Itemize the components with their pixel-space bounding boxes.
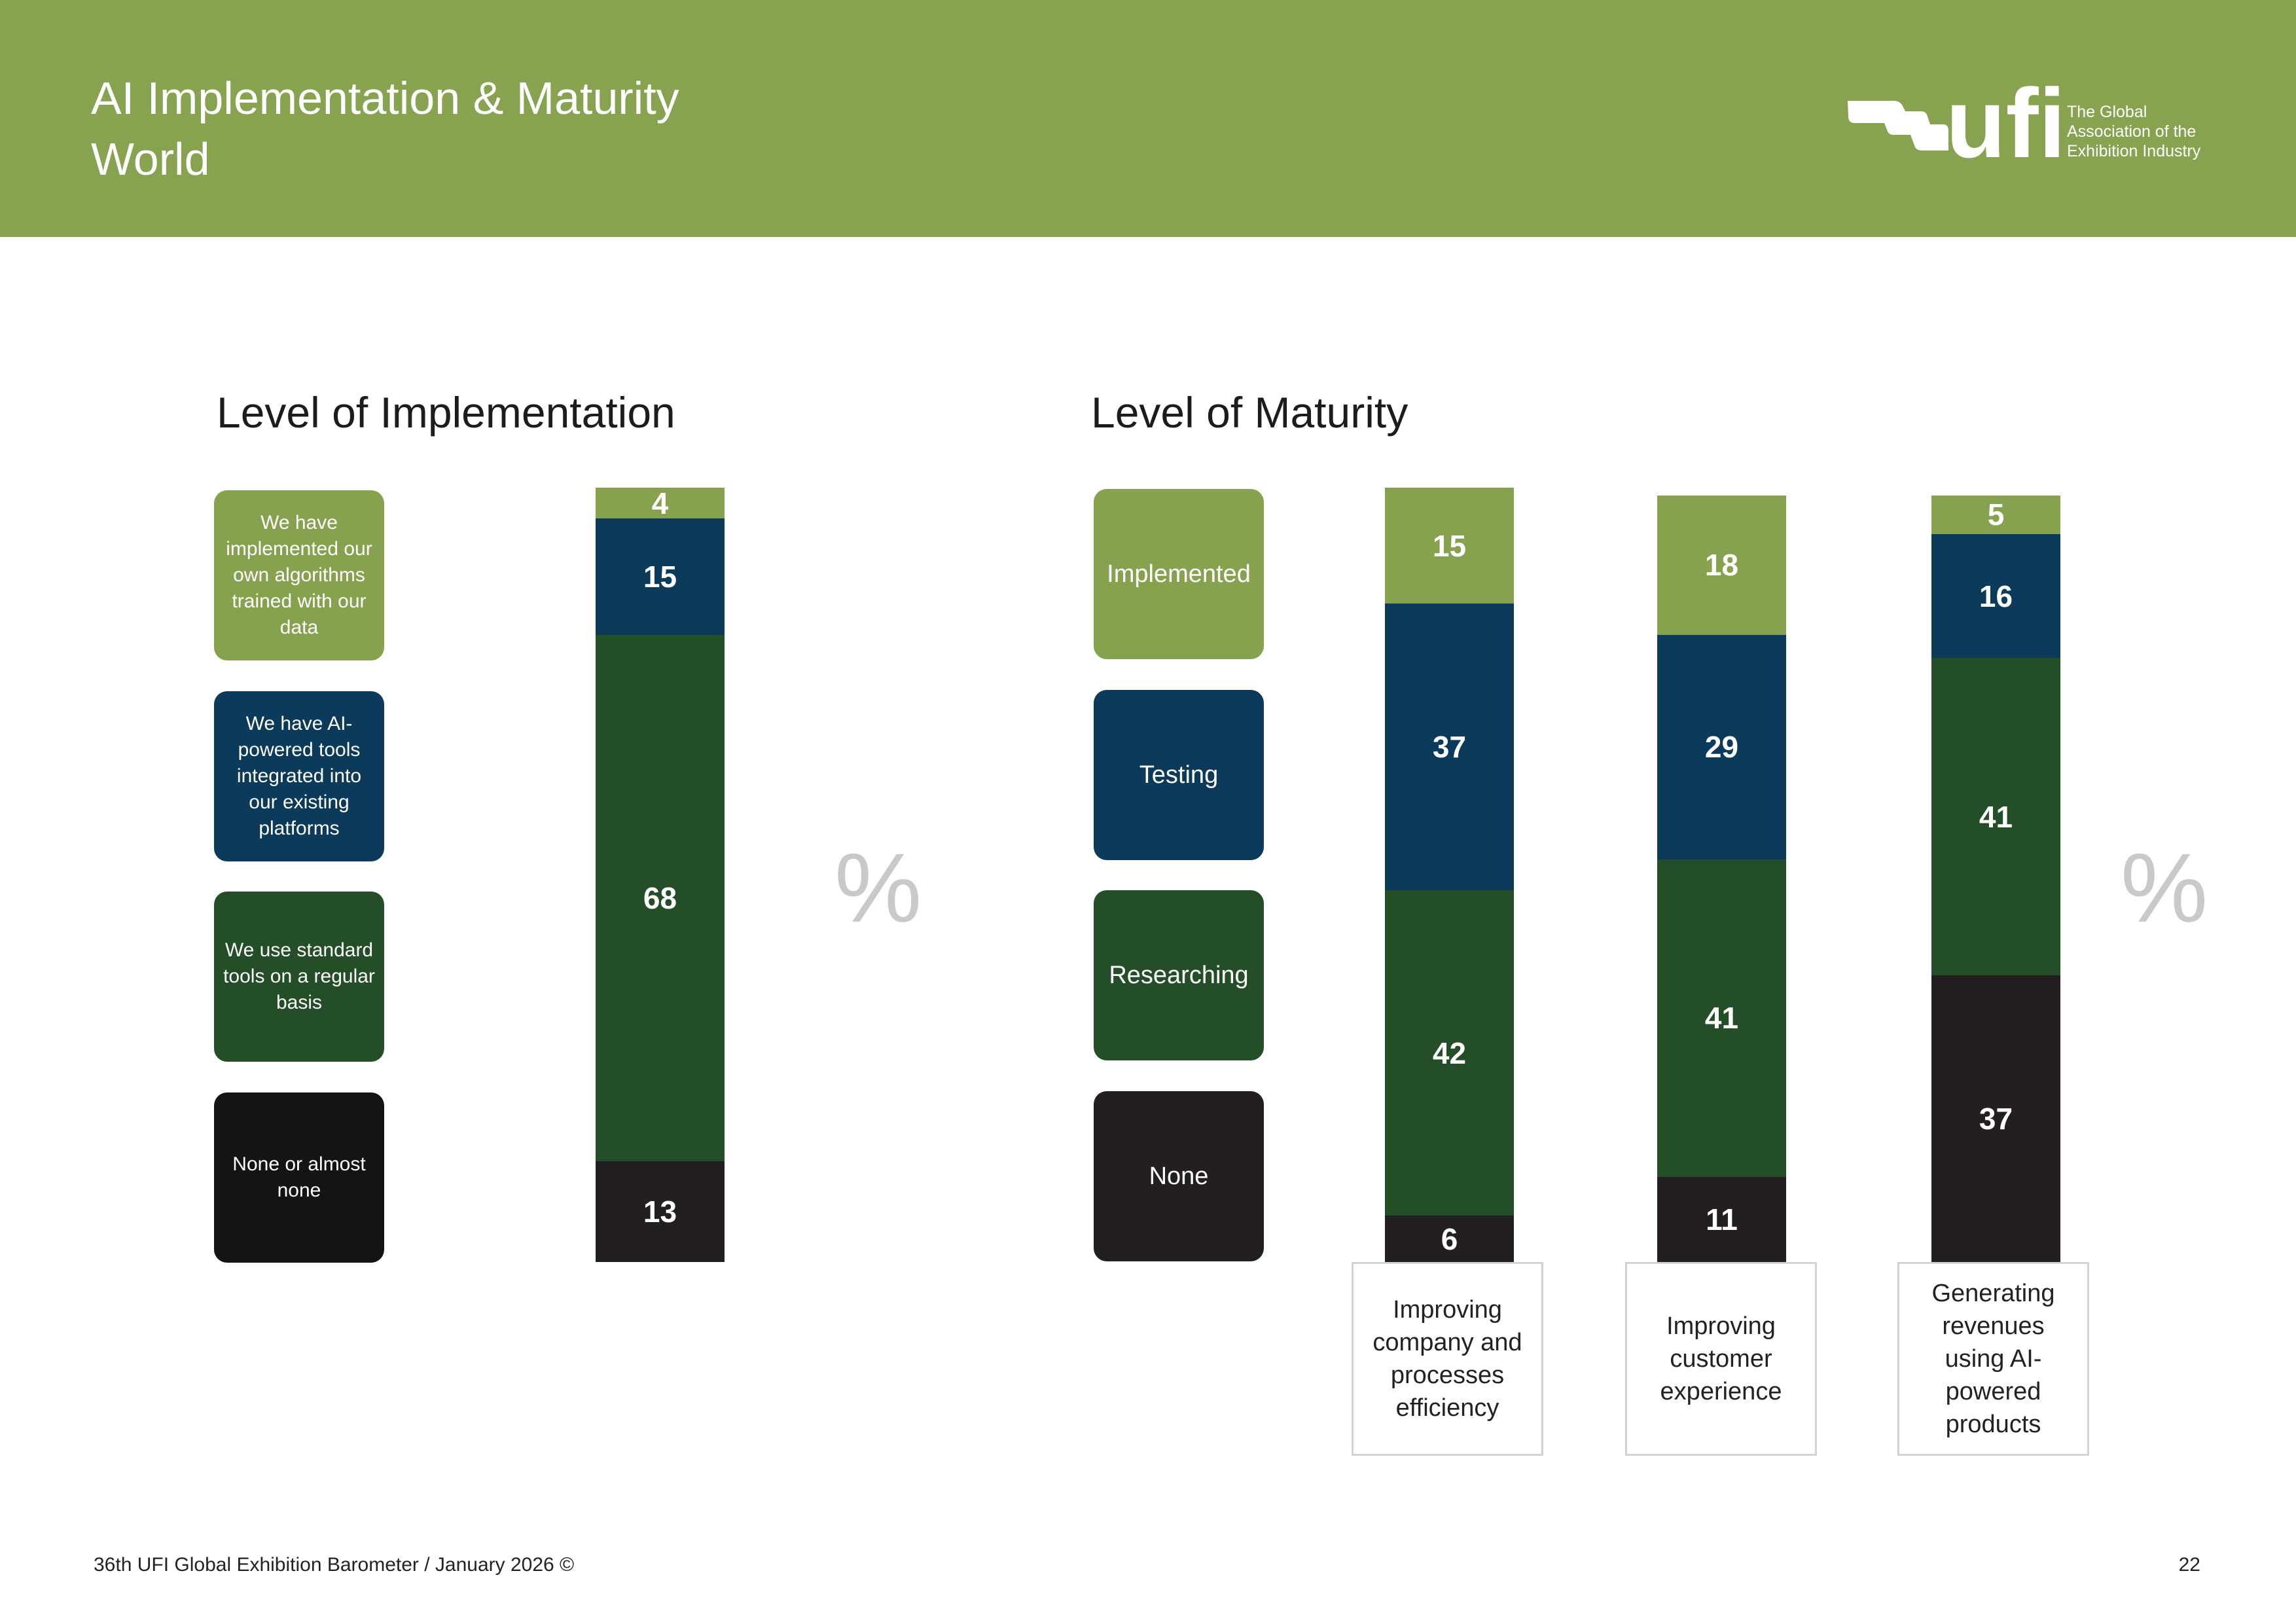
data-label: 15	[643, 560, 677, 594]
bar-segment-implemented: 18	[1657, 495, 1786, 635]
page-subtitle: World	[91, 134, 210, 185]
bar-segment-researching: 42	[1385, 890, 1514, 1216]
data-label: 4	[651, 486, 669, 520]
bar-segment-researching: 41	[1931, 658, 2060, 976]
bar-segment-none: 37	[1931, 975, 2060, 1262]
maturity-bar-revenues: 37 41 16 5	[1931, 488, 2060, 1262]
data-label: 11	[1706, 1202, 1738, 1236]
data-label: 13	[643, 1195, 677, 1229]
data-label: 68	[643, 880, 677, 915]
bar-segment-testing: 16	[1931, 533, 2060, 659]
percent-symbol-right: %	[2121, 833, 2208, 943]
legend-standard-tools: We use standard tools on a regular basis	[214, 892, 384, 1062]
bar-segment-implemented: 15	[1385, 488, 1514, 604]
legend-none-or-almost: None or almost none	[214, 1092, 384, 1263]
implementation-title: Level of Implementation	[217, 388, 675, 437]
implementation-bar: 13 68 15 4	[596, 486, 725, 1262]
legend-implemented-own: We have implemented our own algorithms t…	[214, 490, 384, 660]
bar-segment-none: 11	[1657, 1176, 1786, 1262]
category-label-customer: Improving customer experience	[1625, 1262, 1817, 1456]
footer-source: 36th UFI Global Exhibition Barometer / J…	[94, 1554, 575, 1576]
bar-segment-testing: 29	[1657, 634, 1786, 859]
data-label: 41	[1979, 799, 2013, 834]
bar-segment-testing: 37	[1385, 604, 1514, 891]
data-label: 37	[1979, 1102, 2013, 1136]
data-label: 6	[1441, 1221, 1458, 1256]
maturity-title: Level of Maturity	[1091, 388, 1408, 437]
page-title: AI Implementation & Maturity	[91, 73, 679, 124]
ufi-logo-icon: ufi	[1848, 68, 2066, 178]
page-number: 22	[2178, 1554, 2200, 1576]
legend-ai-tools-integrated: We have AI-powered tools integrated into…	[214, 691, 384, 861]
data-label: 29	[1704, 730, 1739, 765]
maturity-bar-efficiency: 6 42 37 15	[1385, 488, 1514, 1262]
legend-implemented: Implemented	[1094, 489, 1264, 659]
category-label-efficiency: Improving company and processes efficien…	[1352, 1262, 1543, 1456]
data-label: 37	[1432, 730, 1467, 765]
category-label-revenues: Generating revenues using AI-powered pro…	[1897, 1262, 2089, 1456]
bar-segment-none: 6	[1385, 1216, 1514, 1262]
data-label: 15	[1432, 528, 1467, 563]
legend-testing: Testing	[1094, 690, 1264, 860]
svg-text:ufi: ufi	[1946, 77, 2064, 162]
data-label: 5	[1987, 497, 2005, 532]
bar-segment-implemented: 5	[1931, 495, 2060, 534]
ufi-logo: ufi The Global Association of the Exhibiti…	[1848, 68, 2214, 178]
bar-segment-we-have-ai-powered-tools-integ: 15	[596, 518, 725, 635]
data-label: 41	[1704, 1001, 1739, 1036]
legend-none: None	[1094, 1091, 1264, 1261]
maturity-bar-customer: 11 41 29 18	[1657, 488, 1786, 1262]
data-label: 42	[1432, 1036, 1467, 1070]
logo-tagline: The Global Association of the Exhibition I…	[2067, 103, 2201, 160]
bar-segment-we-have-implemented-our-own-al: 4	[596, 486, 725, 520]
legend-researching: Researching	[1094, 890, 1264, 1060]
header-banner: AI Implementation & Maturity World ufi T…	[0, 0, 2296, 237]
bar-segment-researching: 41	[1657, 859, 1786, 1177]
data-label: 18	[1704, 548, 1739, 583]
bar-segment-none-or-almost-none: 13	[596, 1161, 725, 1262]
percent-symbol-left: %	[834, 833, 922, 943]
data-label: 16	[1979, 579, 2013, 613]
bar-segment-we-use-standard-tools-on-a-reg: 68	[596, 634, 725, 1162]
